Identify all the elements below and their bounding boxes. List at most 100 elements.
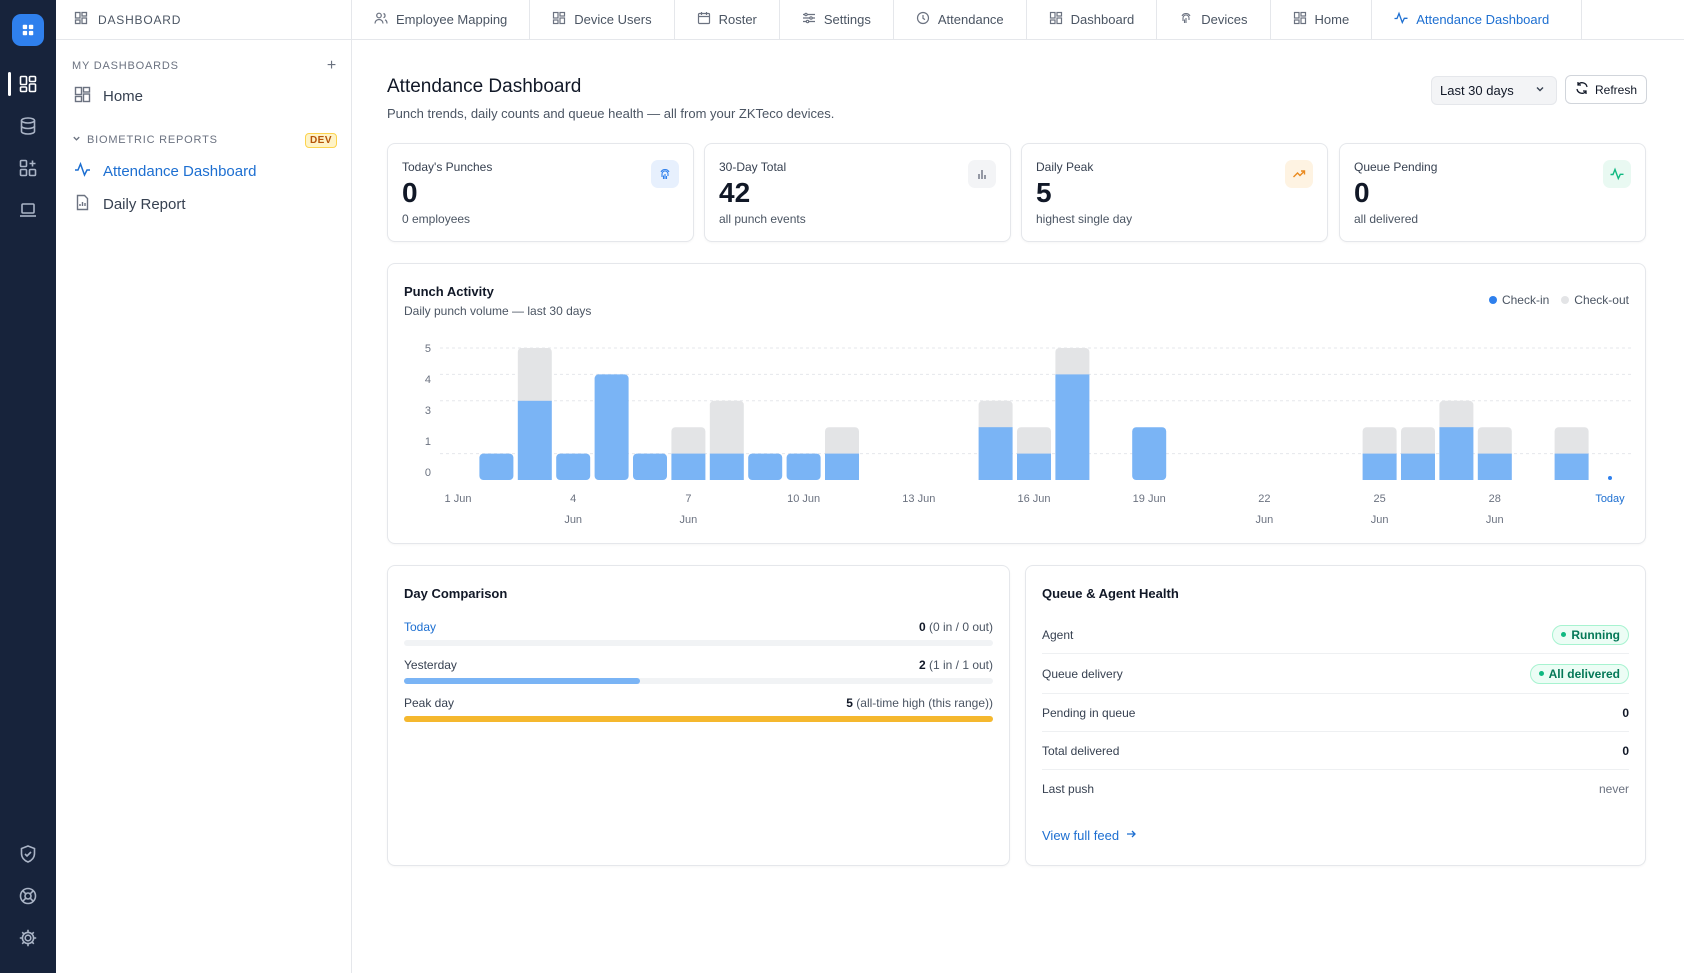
bar-check-out bbox=[709, 400, 744, 458]
dev-badge: DEV bbox=[304, 132, 337, 148]
activity-icon bbox=[74, 161, 91, 182]
tab-label: Device Users bbox=[574, 12, 652, 27]
stat-label: 30-Day Total bbox=[719, 160, 787, 174]
tab-device-users[interactable]: Device Users bbox=[530, 0, 675, 39]
dashboard-grid-icon bbox=[74, 86, 91, 107]
add-dashboard-button[interactable]: + bbox=[326, 57, 337, 74]
bar-check-in bbox=[517, 400, 552, 480]
comparison-value: 0 (0 in / 0 out) bbox=[918, 620, 993, 634]
x-tick-label: 10 Jun bbox=[787, 493, 820, 505]
stat-card-todays-punches: Today's Punches 0 0 employees bbox=[387, 143, 694, 242]
comparison-progress-fill bbox=[404, 716, 993, 722]
bar-check-in bbox=[748, 453, 783, 480]
stat-card-30-day-total: 30-Day Total 42 all punch events bbox=[704, 143, 1011, 242]
x-tick-label: Jun bbox=[1486, 514, 1504, 526]
bar-check-in bbox=[786, 453, 821, 480]
bar-check-in bbox=[594, 374, 629, 480]
app-logo-icon[interactable] bbox=[12, 14, 44, 46]
y-tick-label: 4 bbox=[425, 374, 431, 386]
tab-attendance[interactable]: Attendance bbox=[894, 0, 1027, 39]
health-value: never bbox=[1598, 782, 1629, 796]
tab-employee-mapping[interactable]: Employee Mapping bbox=[352, 0, 531, 39]
x-tick-label: 16 Jun bbox=[1017, 493, 1050, 505]
legend-label: Check-in bbox=[1501, 293, 1550, 307]
bar-check-out bbox=[978, 400, 1013, 432]
grid-icon bbox=[552, 11, 566, 28]
today-marker bbox=[1608, 476, 1612, 480]
help-lifebuoy-icon[interactable] bbox=[14, 882, 42, 910]
sidebar-item-home[interactable]: Home bbox=[56, 80, 351, 113]
refresh-button[interactable]: Refresh bbox=[1565, 75, 1647, 104]
laptop-icon[interactable] bbox=[14, 196, 42, 224]
view-full-feed-link[interactable]: View full feed bbox=[1042, 828, 1137, 843]
shield-check-icon[interactable] bbox=[14, 840, 42, 868]
gear-icon[interactable] bbox=[14, 924, 42, 952]
bar-check-out bbox=[1055, 348, 1090, 379]
bar-check-in bbox=[1477, 453, 1512, 480]
bar-check-in bbox=[1017, 453, 1051, 480]
day-comparison-title: Day Comparison bbox=[404, 586, 508, 601]
x-tick-label: Jun bbox=[564, 514, 582, 526]
stat-value: 5 bbox=[1036, 177, 1052, 208]
biometric-reports-section[interactable]: BIOMETRIC REPORTS DEV bbox=[56, 129, 351, 151]
fingerprint-icon bbox=[1179, 11, 1193, 28]
x-tick-label: 4 bbox=[570, 493, 576, 505]
x-tick-label: Today bbox=[1595, 493, 1625, 505]
bar-check-in bbox=[671, 453, 706, 480]
bar-check-in bbox=[556, 453, 591, 480]
tab-devices[interactable]: Devices bbox=[1157, 0, 1271, 39]
tab-attendance-dashboard[interactable]: Attendance Dashboard bbox=[1372, 0, 1583, 39]
stat-sub: all punch events bbox=[719, 212, 806, 226]
legend-item-check-in[interactable]: Check-in bbox=[1488, 293, 1550, 307]
health-row-total-delivered: Total delivered 0 bbox=[1042, 732, 1629, 770]
tab-roster[interactable]: Roster bbox=[675, 0, 780, 39]
health-label: Pending in queue bbox=[1042, 705, 1136, 720]
x-tick-label: 22 bbox=[1258, 493, 1270, 505]
health-label: Queue delivery bbox=[1042, 666, 1123, 681]
comparison-progress-track bbox=[404, 678, 993, 684]
legend-item-check-out[interactable]: Check-out bbox=[1561, 293, 1629, 307]
comparison-label: Peak day bbox=[404, 696, 455, 710]
tab-dashboard[interactable]: Dashboard bbox=[1027, 0, 1158, 39]
tab-settings[interactable]: Settings bbox=[780, 0, 894, 39]
sidebar-item-attendance-dashboard[interactable]: Attendance Dashboard bbox=[56, 155, 351, 188]
x-tick-label: 1 Jun bbox=[445, 493, 472, 505]
comparison-progress-track bbox=[404, 716, 993, 722]
bar-check-in bbox=[1439, 427, 1474, 480]
comparison-label[interactable]: Today bbox=[404, 620, 437, 634]
health-label: Last push bbox=[1042, 782, 1095, 796]
date-range-select[interactable]: Last 30 days bbox=[1431, 76, 1557, 105]
tab-home[interactable]: Home bbox=[1271, 0, 1373, 39]
tab-label: Employee Mapping bbox=[396, 12, 508, 27]
tab-label: Home bbox=[1314, 12, 1350, 27]
bar-check-in bbox=[1132, 427, 1167, 480]
sidebar-item-label: Daily Report bbox=[103, 196, 186, 213]
x-tick-label: Jun bbox=[680, 514, 698, 526]
x-tick-label: 13 Jun bbox=[902, 493, 935, 505]
section-label: BIOMETRIC REPORTS bbox=[87, 134, 218, 146]
users-icon bbox=[374, 11, 388, 28]
stat-label: Queue Pending bbox=[1354, 160, 1438, 174]
sidebar-title: DASHBOARD bbox=[98, 12, 182, 27]
apps-add-icon[interactable] bbox=[14, 154, 42, 182]
chevron-down-icon bbox=[1534, 83, 1546, 98]
bar-check-in bbox=[633, 453, 667, 480]
tab-label: Attendance Dashboard bbox=[1416, 12, 1550, 27]
activity-icon bbox=[1394, 11, 1408, 28]
bar-check-out bbox=[1477, 427, 1512, 458]
stat-card-daily-peak: Daily Peak 5 highest single day bbox=[1021, 143, 1328, 242]
tab-label: Dashboard bbox=[1070, 12, 1135, 27]
dashboard-grid-icon[interactable] bbox=[14, 70, 42, 98]
bar-check-in bbox=[1554, 453, 1589, 480]
bar-check-out bbox=[1017, 427, 1051, 458]
refresh-icon bbox=[1575, 81, 1589, 98]
stat-sub: all delivered bbox=[1354, 212, 1419, 226]
sidebar-item-label: Home bbox=[103, 88, 144, 105]
bar-check-out bbox=[1439, 400, 1474, 432]
bar-check-out bbox=[671, 427, 706, 458]
feed-link-label: View full feed bbox=[1042, 828, 1120, 843]
database-icon[interactable] bbox=[14, 112, 42, 140]
sidebar-item-daily-report[interactable]: Daily Report bbox=[56, 188, 351, 221]
comparison-value: 5 (all-time high (this range)) bbox=[846, 696, 993, 710]
stat-value: 42 bbox=[719, 177, 751, 208]
